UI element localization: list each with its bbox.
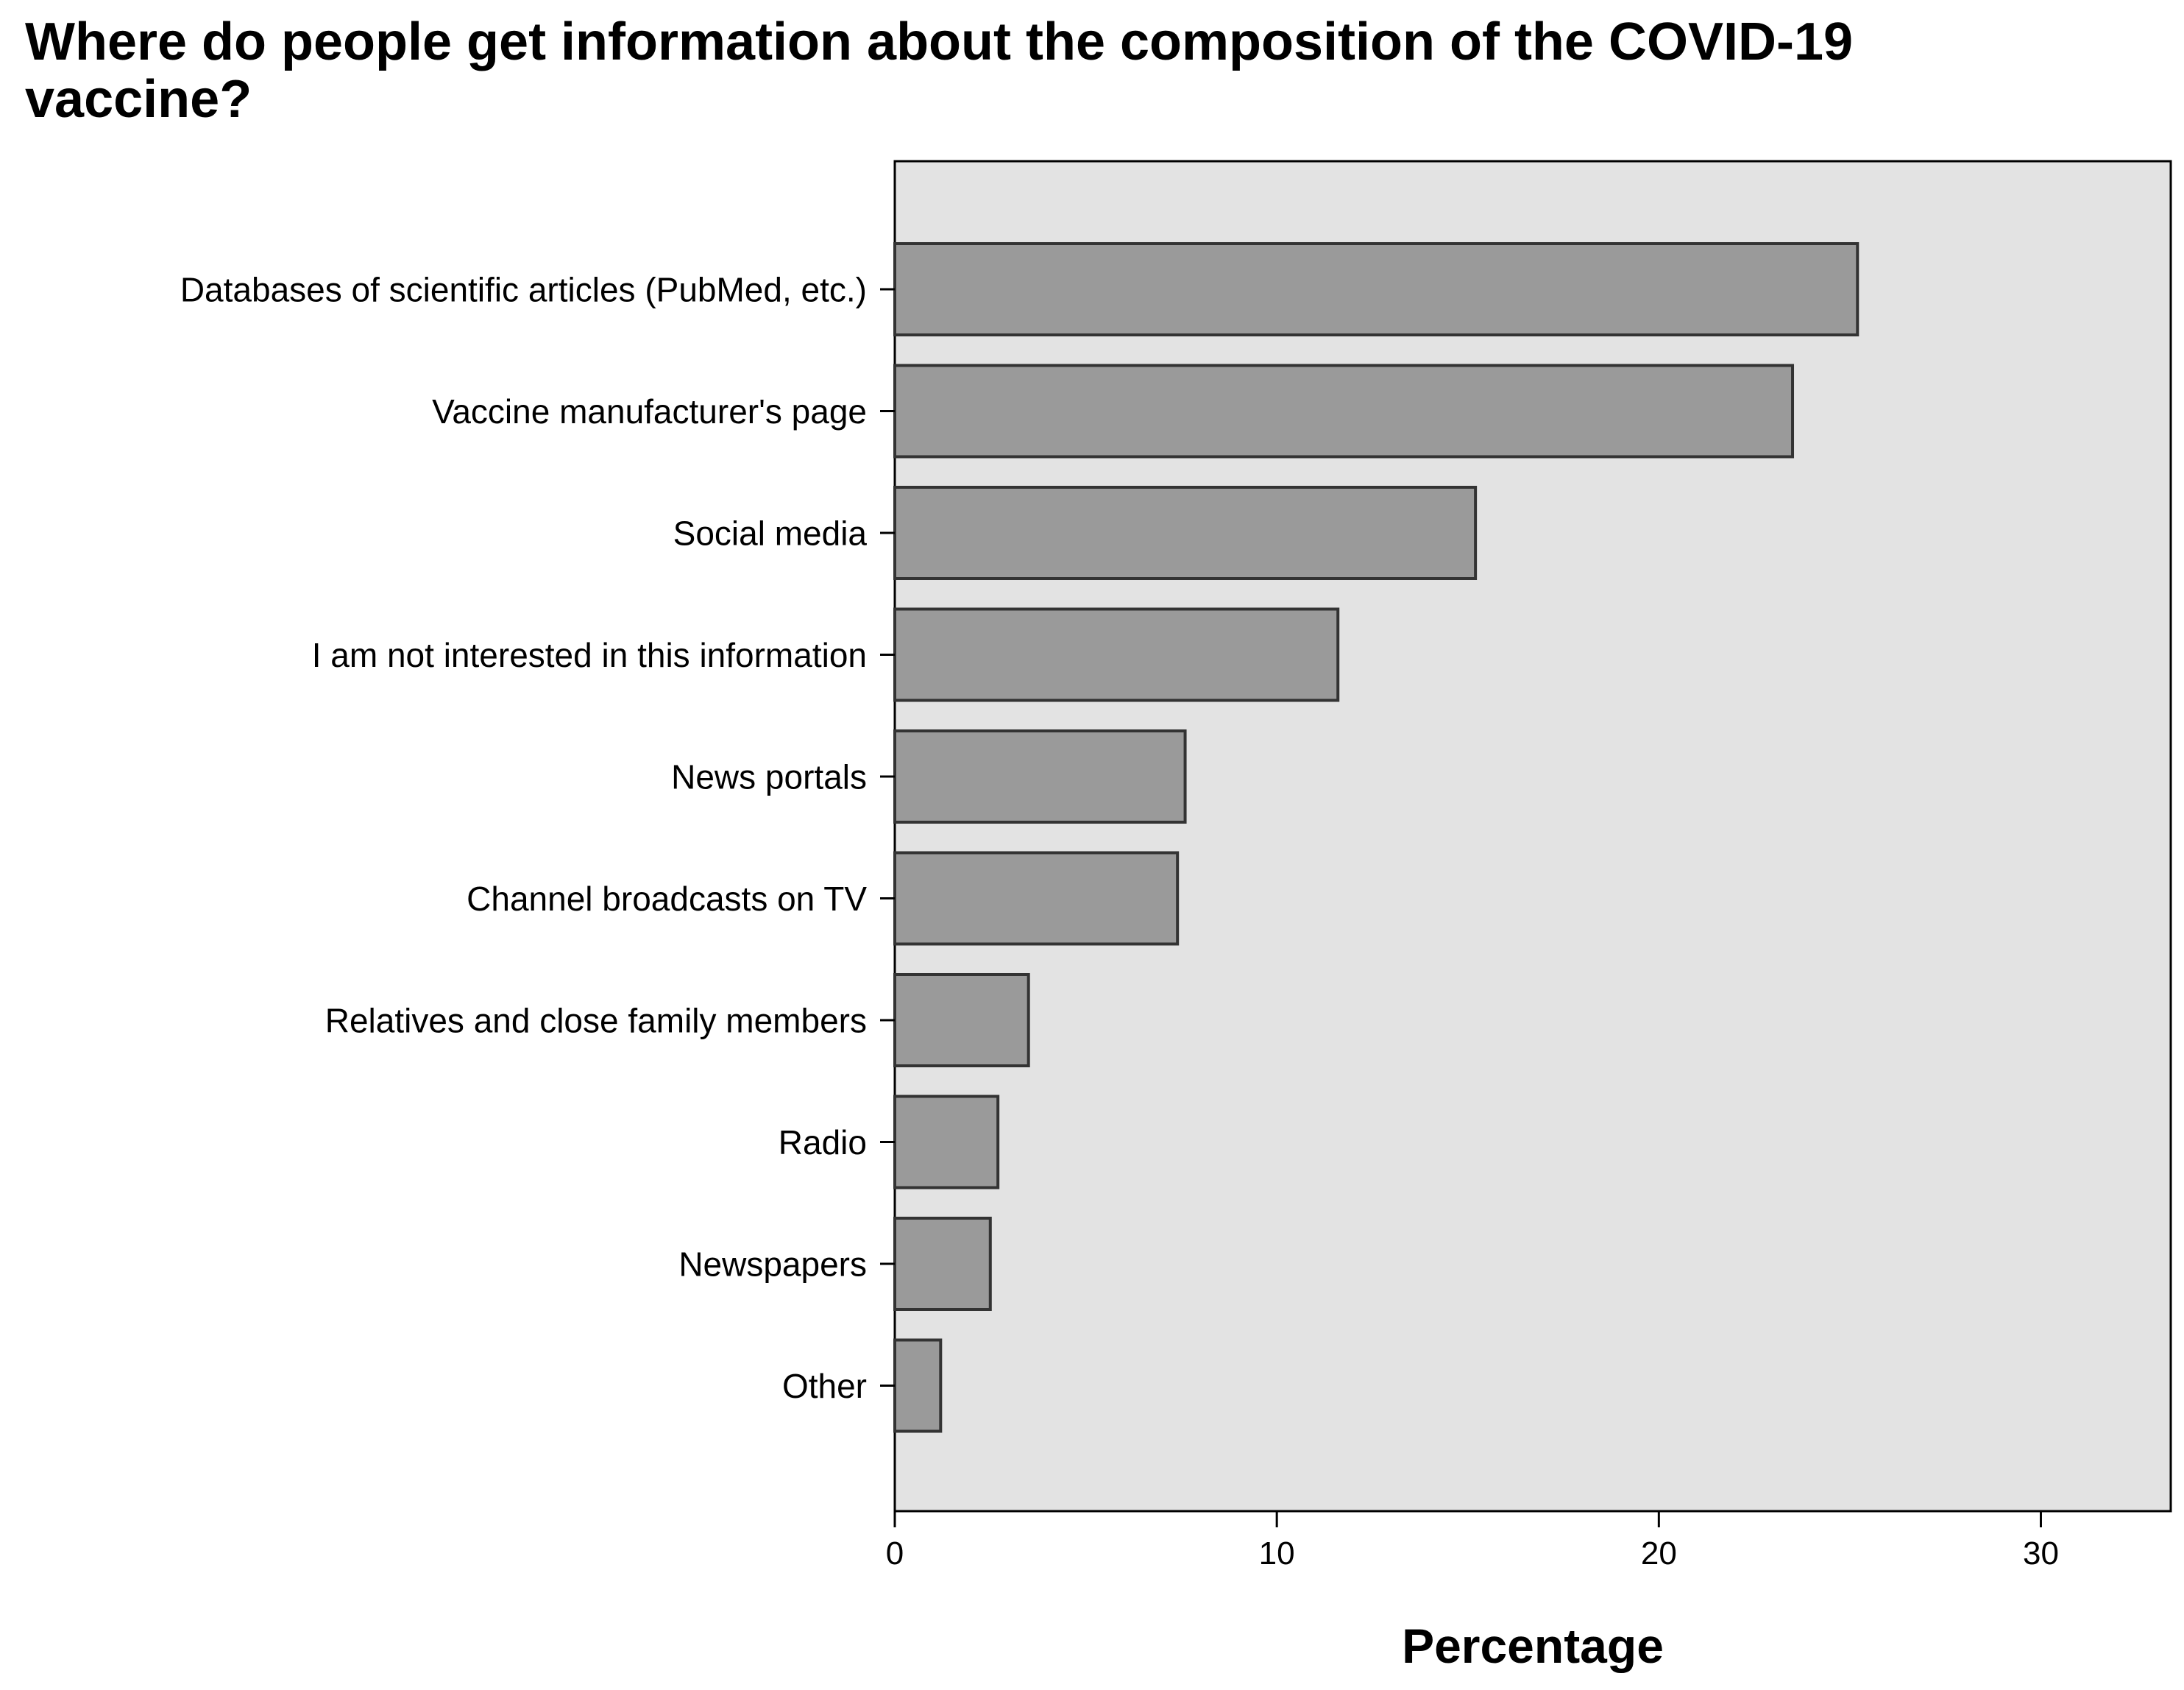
bar-8 [893, 1217, 992, 1311]
bar-4 [893, 729, 1187, 824]
bar-7 [893, 1095, 1000, 1189]
bar-0 [893, 242, 1859, 336]
category-labels: Databases of scientific articles (PubMed… [180, 271, 895, 1405]
category-label-5: Channel broadcasts on TV [467, 880, 867, 918]
category-label-9: Other [782, 1367, 867, 1405]
category-label-3: I am not interested in this information [312, 636, 867, 674]
category-label-8: Newspapers [678, 1245, 867, 1284]
bar-9 [893, 1338, 943, 1433]
category-label-7: Radio [779, 1123, 867, 1162]
x-tick-label-1: 10 [1259, 1535, 1295, 1571]
category-label-2: Social media [673, 515, 868, 553]
bar-6 [893, 973, 1030, 1067]
plot-area [893, 160, 2172, 1513]
bar-2 [893, 486, 1478, 580]
x-tick-label-3: 30 [2023, 1535, 2059, 1571]
bars-layer [893, 242, 1859, 1433]
x-axis-title: Percentage [1402, 1619, 1664, 1673]
x-axis: 0 10 20 30 [886, 1511, 2059, 1571]
x-tick-label-0: 0 [886, 1535, 904, 1571]
bar-5 [893, 851, 1180, 946]
chart-title: Where do people get information about th… [25, 13, 1854, 129]
bar-1 [893, 364, 1795, 459]
category-label-6: Relatives and close family members [325, 1002, 867, 1040]
bar-3 [893, 607, 1340, 702]
category-label-1: Vaccine manufacturer's page [432, 392, 867, 431]
category-label-4: News portals [671, 758, 867, 796]
category-label-0: Databases of scientific articles (PubMed… [180, 271, 867, 309]
x-tick-label-2: 20 [1641, 1535, 1677, 1571]
